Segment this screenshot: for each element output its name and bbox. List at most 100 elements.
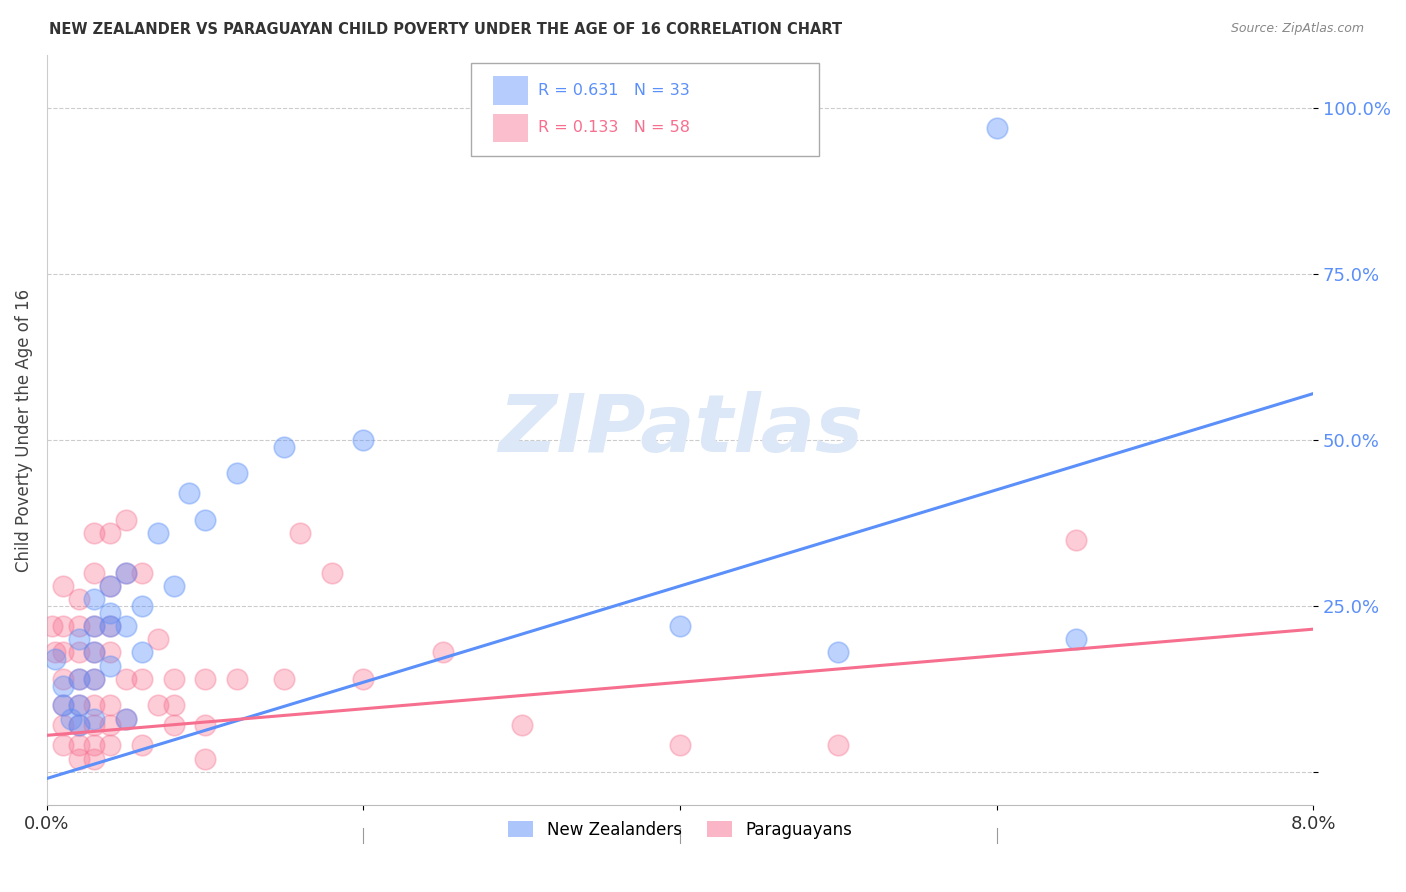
Text: R = 0.631   N = 33: R = 0.631 N = 33	[538, 83, 690, 98]
Point	[83, 712, 105, 726]
Point	[669, 619, 692, 633]
Point	[67, 698, 90, 713]
Point	[510, 718, 533, 732]
Bar	[492, 113, 529, 142]
Point	[827, 739, 849, 753]
Point	[115, 712, 138, 726]
Point	[146, 525, 169, 540]
Point	[52, 698, 75, 713]
Point	[162, 672, 184, 686]
Point	[273, 672, 295, 686]
Point	[59, 712, 82, 726]
Point	[827, 645, 849, 659]
Bar	[492, 76, 529, 104]
Point	[52, 679, 75, 693]
Point	[115, 513, 138, 527]
Point	[98, 579, 121, 593]
Point	[41, 619, 63, 633]
Point	[67, 632, 90, 646]
Point	[83, 672, 105, 686]
Point	[83, 619, 105, 633]
Point	[83, 645, 105, 659]
Point	[83, 619, 105, 633]
Point	[131, 672, 153, 686]
Point	[986, 121, 1008, 136]
Point	[83, 592, 105, 607]
Point	[67, 698, 90, 713]
Point	[67, 672, 90, 686]
Point	[288, 525, 311, 540]
Point	[52, 645, 75, 659]
Point	[162, 579, 184, 593]
Point	[353, 672, 375, 686]
Point	[194, 513, 217, 527]
Point	[669, 739, 692, 753]
Point	[162, 698, 184, 713]
Point	[98, 645, 121, 659]
Point	[1064, 533, 1087, 547]
Point	[52, 739, 75, 753]
Point	[98, 606, 121, 620]
Point	[115, 566, 138, 580]
Point	[83, 718, 105, 732]
Point	[162, 718, 184, 732]
Text: Source: ZipAtlas.com: Source: ZipAtlas.com	[1230, 22, 1364, 36]
Point	[67, 592, 90, 607]
Point	[194, 751, 217, 765]
Point	[52, 619, 75, 633]
Point	[225, 467, 247, 481]
Point	[52, 579, 75, 593]
Point	[67, 718, 90, 732]
Point	[131, 739, 153, 753]
Point	[194, 718, 217, 732]
Point	[83, 751, 105, 765]
Point	[67, 718, 90, 732]
Point	[67, 619, 90, 633]
Point	[131, 645, 153, 659]
Text: ZIPatlas: ZIPatlas	[498, 391, 863, 469]
Point	[83, 698, 105, 713]
Point	[98, 698, 121, 713]
Point	[67, 739, 90, 753]
Point	[67, 645, 90, 659]
Point	[146, 632, 169, 646]
Point	[83, 645, 105, 659]
Point	[52, 718, 75, 732]
Point	[52, 698, 75, 713]
Point	[321, 566, 343, 580]
Point	[115, 672, 138, 686]
Point	[83, 525, 105, 540]
Point	[179, 486, 201, 500]
Point	[1064, 632, 1087, 646]
Point	[432, 645, 454, 659]
Point	[98, 579, 121, 593]
Legend: New Zealanders, Paraguayans: New Zealanders, Paraguayans	[502, 814, 859, 846]
Point	[225, 672, 247, 686]
Point	[115, 566, 138, 580]
Point	[98, 619, 121, 633]
Point	[98, 619, 121, 633]
Point	[44, 652, 66, 666]
Point	[115, 712, 138, 726]
Point	[44, 645, 66, 659]
Point	[353, 433, 375, 447]
Point	[98, 718, 121, 732]
Point	[52, 672, 75, 686]
Point	[98, 739, 121, 753]
Point	[131, 566, 153, 580]
Text: NEW ZEALANDER VS PARAGUAYAN CHILD POVERTY UNDER THE AGE OF 16 CORRELATION CHART: NEW ZEALANDER VS PARAGUAYAN CHILD POVERT…	[49, 22, 842, 37]
Point	[115, 619, 138, 633]
Point	[194, 672, 217, 686]
Text: R = 0.133   N = 58: R = 0.133 N = 58	[538, 120, 690, 136]
Point	[131, 599, 153, 613]
Point	[98, 525, 121, 540]
Point	[83, 566, 105, 580]
Point	[83, 672, 105, 686]
Point	[273, 440, 295, 454]
Point	[67, 672, 90, 686]
Point	[83, 739, 105, 753]
Point	[98, 658, 121, 673]
Point	[146, 698, 169, 713]
Y-axis label: Child Poverty Under the Age of 16: Child Poverty Under the Age of 16	[15, 288, 32, 572]
FancyBboxPatch shape	[471, 62, 820, 156]
